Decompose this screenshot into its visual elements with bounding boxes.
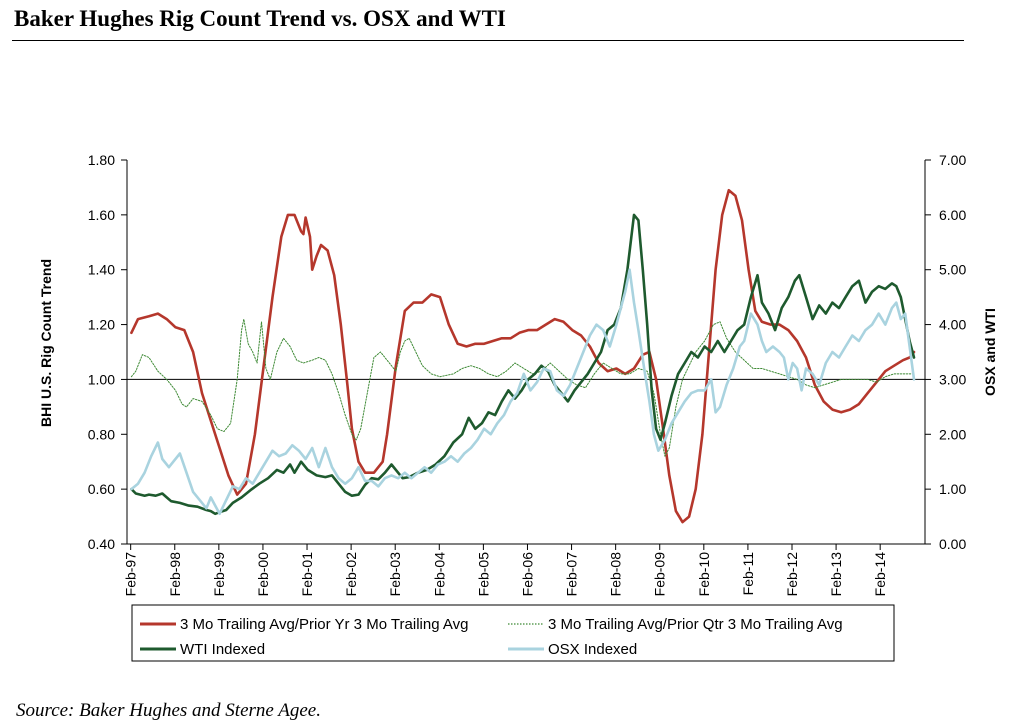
x-tick-label: Feb-98 [167, 552, 183, 597]
left-tick-label: 0.60 [88, 481, 115, 497]
legend-label-osx-indexed: OSX Indexed [548, 641, 637, 658]
x-tick-label: Feb-04 [431, 552, 447, 597]
x-tick-label: Feb-00 [255, 552, 271, 597]
series-lines [130, 188, 916, 524]
legend-label-3-mo-trailing-avg-prior-qtr-3-mo-trailing-avg: 3 Mo Trailing Avg/Prior Qtr 3 Mo Trailin… [548, 616, 843, 633]
right-axis-title: OSX and WTI [982, 308, 998, 396]
x-tick-label: Feb-02 [343, 552, 359, 597]
series-line-3-mo-trailing-avg-prior-yr-3-mo-trailing-avg [130, 188, 916, 524]
axes: 0.40 0.60 0.80 1.00 1.20 1.40 1.60 1.80 0.00 1.00… [88, 152, 967, 596]
legend: 3 Mo Trailing Avg/Prior Yr 3 Mo Trailing… [131, 604, 895, 662]
x-tick-label: Feb-07 [564, 552, 580, 597]
x-tick-label: Feb-99 [211, 552, 227, 597]
left-tick-label: 0.80 [88, 426, 115, 442]
legend-label-wti-indexed: WTI Indexed [180, 641, 265, 658]
x-tick-label: Feb-11 [740, 552, 756, 596]
rig-count-chart: 0.40 0.60 0.80 1.00 1.20 1.40 1.60 1.80 0.00 1.00… [38, 152, 998, 662]
page-title: Baker Hughes Rig Count Trend vs. OSX and… [14, 6, 506, 31]
x-tick-label: Feb-01 [299, 552, 315, 597]
legend-label-3-mo-trailing-avg-prior-yr-3-mo-trailing-avg: 3 Mo Trailing Avg/Prior Yr 3 Mo Trailing… [180, 616, 468, 633]
right-tick-label: 0.00 [939, 536, 966, 552]
x-tick-label: Feb-97 [123, 552, 139, 597]
left-tick-label: 1.00 [88, 371, 115, 387]
x-tick-label: Feb-06 [519, 552, 535, 597]
x-tick-label: Feb-10 [696, 552, 712, 597]
x-tick-label: Feb-05 [475, 552, 491, 597]
right-tick-label: 3.00 [939, 371, 966, 387]
series-line-3-mo-trailing-avg-prior-qtr-3-mo-trailing-avg [130, 318, 913, 457]
left-tick-label: 1.60 [88, 207, 115, 223]
right-tick-label: 2.00 [939, 426, 966, 442]
right-tick-label: 4.00 [939, 317, 966, 333]
x-tick-label: Feb-08 [608, 552, 624, 597]
series-line-osx-indexed [130, 268, 916, 516]
left-axis-title: BHI U.S. Rig Count Trend [38, 259, 54, 427]
right-tick-label: 7.00 [939, 152, 966, 168]
title-divider [12, 40, 964, 41]
x-tick-label: Feb-12 [784, 552, 800, 597]
x-tick-label: Feb-03 [387, 552, 403, 597]
x-tick-label: Feb-09 [652, 552, 668, 597]
x-tick-label: Feb-14 [872, 552, 888, 597]
right-tick-label: 5.00 [939, 262, 966, 278]
x-tick-label: Feb-13 [828, 552, 844, 597]
left-tick-label: 1.80 [88, 152, 115, 168]
right-tick-label: 1.00 [939, 481, 966, 497]
left-tick-label: 0.40 [88, 536, 115, 552]
source-note: Source: Baker Hughes and Sterne Agee. [16, 700, 321, 721]
left-tick-label: 1.40 [88, 262, 115, 278]
left-tick-label: 1.20 [88, 317, 115, 333]
legend-frame [131, 604, 895, 662]
right-tick-label: 6.00 [939, 207, 966, 223]
